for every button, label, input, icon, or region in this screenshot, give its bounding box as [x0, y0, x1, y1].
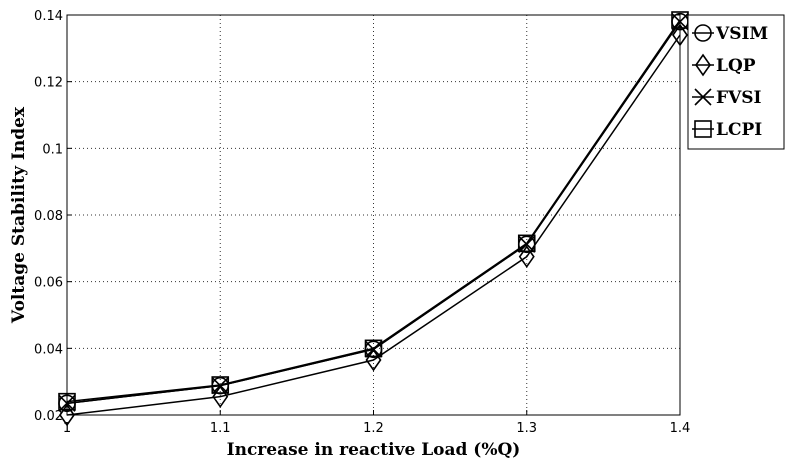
x-tick-label: 1.2 — [363, 421, 384, 436]
marker-diamond — [59, 403, 75, 427]
x-tick-label: 1 — [63, 421, 71, 436]
marker-diamond — [695, 53, 711, 77]
legend-item-lcpi: LCPI — [692, 120, 762, 140]
y-axis-ticks: 0.02 0.04 0.06 0.08 0.1 0.12 0.14 — [34, 9, 72, 424]
legend-item-lqp: LQP — [692, 53, 756, 77]
marker-square — [517, 234, 536, 253]
legend-label: LCPI — [716, 120, 762, 140]
y-tick-label: 0.14 — [34, 9, 63, 24]
marker-diamond — [672, 23, 688, 47]
series-lqp — [59, 23, 688, 427]
y-axis-title: Voltage Stability Index — [9, 106, 29, 324]
marker-diamond — [518, 245, 535, 269]
x-axis-title: Increase in reactive Load (%Q) — [227, 440, 521, 460]
legend-label: FVSI — [716, 88, 762, 108]
series-line — [66, 21, 681, 405]
y-tick-label: 0.12 — [34, 76, 63, 91]
marker-x — [58, 394, 76, 412]
marker-circle — [694, 24, 712, 42]
legend-item-vsim: VSIM — [692, 24, 768, 44]
series-lcpi — [58, 11, 689, 411]
grid — [66, 14, 681, 416]
y-tick-label: 0.04 — [34, 342, 63, 357]
legend-label: LQP — [716, 56, 756, 76]
y-tick-label: 0.06 — [34, 276, 63, 291]
y-tick-label: 0.1 — [42, 142, 63, 157]
series-line — [66, 21, 681, 405]
marker-square — [58, 392, 76, 411]
x-tick-label: 1.4 — [670, 421, 691, 436]
legend-label: VSIM — [715, 24, 768, 44]
marker-square — [364, 339, 383, 358]
legend-item-fvsi: FVSI — [692, 88, 762, 108]
series-line — [66, 34, 681, 416]
x-tick-label: 1.3 — [516, 421, 537, 436]
series-lines — [58, 11, 689, 427]
x-tick-label: 1.1 — [210, 421, 231, 436]
marker-x — [694, 88, 712, 106]
marker-square — [694, 120, 712, 138]
x-axis-ticks: 1 1.1 1.2 1.3 1.4 — [63, 410, 690, 436]
marker-x — [518, 235, 536, 253]
marker-square — [211, 376, 230, 394]
legend-box — [687, 14, 785, 150]
legend: VSIM LQP FVSI LCPI — [687, 14, 785, 150]
y-tick-label: 0.02 — [34, 409, 63, 424]
series-line — [66, 19, 681, 403]
y-tick-label: 0.08 — [34, 209, 63, 224]
